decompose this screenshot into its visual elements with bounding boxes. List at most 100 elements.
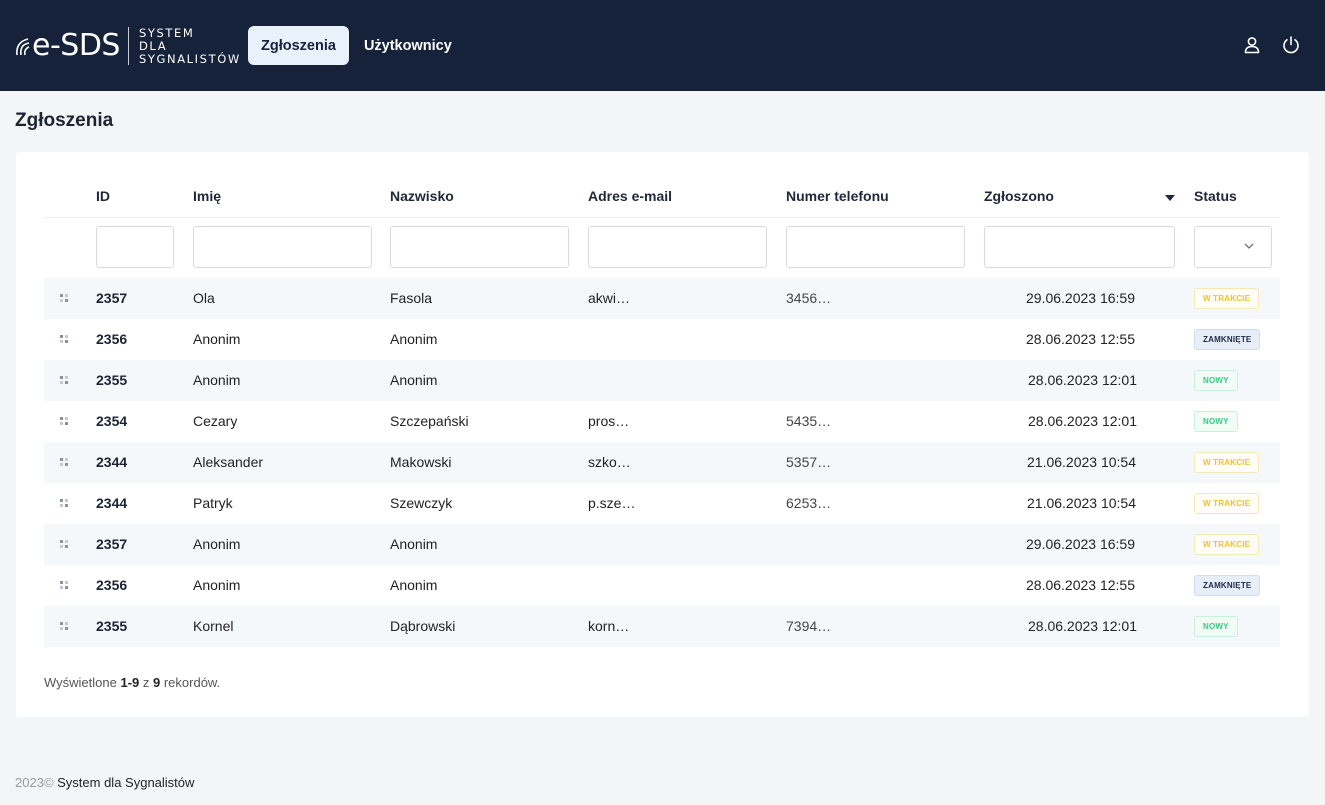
records-mid: z [139, 675, 153, 690]
top-navbar: e-SDS SYSTEM DLA SYGNALISTÓW Zgłoszenia … [0, 0, 1325, 91]
status-badge: W TRAKCIE [1194, 452, 1260, 473]
table-row[interactable]: 2357 Ola Fasola akwi… 3456… 29.06.2023 16:59 W… [44, 278, 1280, 319]
sort-desc-icon[interactable] [1165, 195, 1175, 201]
cell-last-name: Dąbrowski [390, 618, 456, 634]
cell-first-name: Anonim [193, 577, 241, 593]
col-header-first-name[interactable]: Imię [193, 188, 222, 204]
drag-handle-icon[interactable] [60, 294, 70, 304]
cell-first-name: Patryk [193, 495, 233, 511]
col-header-submitted[interactable]: Zgłoszono [984, 188, 1054, 204]
cell-first-name: Anonim [193, 372, 241, 388]
signal-waves-icon [14, 31, 30, 61]
cell-id: 2357 [96, 290, 128, 306]
footer-text: System dla Sygnalistów [57, 775, 195, 790]
status-badge: ZAMKNIĘTE [1194, 329, 1261, 350]
header-divider [44, 217, 1280, 218]
cell-id: 2356 [96, 331, 128, 347]
cell-email: pros… [588, 413, 630, 429]
col-header-phone[interactable]: Numer telefonu [786, 188, 889, 204]
cell-submitted: 29.06.2023 16:59 [1026, 290, 1135, 306]
records-suffix: rekordów. [160, 675, 221, 690]
nav-tab-zgloszenia[interactable]: Zgłoszenia [248, 26, 349, 65]
drag-handle-icon[interactable] [60, 622, 70, 632]
filter-first-name-input[interactable] [193, 226, 372, 268]
cell-email: p.sze… [588, 495, 636, 511]
reports-table-card: ID Imię Nazwisko Adres e-mail Numer tele… [16, 152, 1309, 717]
col-header-last-name[interactable]: Nazwisko [390, 188, 454, 204]
table-row[interactable]: 2355 Anonim Anonim 28.06.2023 12:01 NOWY [44, 360, 1280, 401]
main-nav: Zgłoszenia Użytkownicy [248, 26, 465, 65]
table-row[interactable]: 2344 Patryk Szewczyk p.sze… 6253… 21.06.2023 … [44, 483, 1280, 524]
table-row[interactable]: 2355 Kornel Dąbrowski korn… 7394… 28.06.2023 … [44, 606, 1280, 647]
drag-handle-icon[interactable] [60, 458, 70, 468]
drag-handle-icon[interactable] [60, 540, 70, 550]
logo-sub-line: SYSTEM [138, 25, 195, 40]
cell-id: 2354 [96, 413, 128, 429]
cell-first-name: Anonim [193, 536, 241, 552]
filter-submitted-input[interactable] [984, 226, 1175, 268]
table-row[interactable]: 2354 Cezary Szczepański pros… 5435… 28.06.202… [44, 401, 1280, 442]
cell-first-name: Ola [193, 290, 215, 306]
col-header-status[interactable]: Status [1194, 188, 1237, 204]
drag-handle-icon[interactable] [60, 335, 70, 345]
records-range: 1-9 [120, 675, 140, 690]
cell-id: 2356 [96, 577, 128, 593]
cell-id: 2355 [96, 372, 128, 388]
filter-id-input[interactable] [96, 226, 174, 268]
status-badge: W TRAKCIE [1194, 534, 1260, 555]
records-count: Wyświetlone 1-9 z 9 rekordów. [44, 675, 220, 690]
logo-subtitle: SYSTEM DLA SYGNALISTÓW [138, 25, 241, 66]
cell-last-name: Anonim [390, 331, 438, 347]
cell-submitted: 28.06.2023 12:55 [1026, 577, 1135, 593]
records-prefix: Wyświetlone [44, 675, 121, 690]
cell-first-name: Cezary [193, 413, 238, 429]
nav-tab-uzytkownicy[interactable]: Użytkownicy [363, 37, 452, 54]
cell-last-name: Szczepański [390, 413, 469, 429]
power-icon[interactable] [1281, 35, 1301, 55]
table-row[interactable]: 2357 Anonim Anonim 29.06.2023 16:59 W TRAKCI… [44, 524, 1280, 565]
table-row[interactable]: 2344 Aleksander Makowski szko… 5357… 21.06.20… [44, 442, 1280, 483]
filter-phone-input[interactable] [786, 226, 965, 268]
cell-submitted: 29.06.2023 16:59 [1026, 536, 1135, 552]
table-row[interactable]: 2356 Anonim Anonim 28.06.2023 12:55 ZAMKNIĘT… [44, 319, 1280, 360]
col-header-email[interactable]: Adres e-mail [588, 188, 673, 204]
cell-email: korn… [588, 618, 630, 634]
logo-divider [127, 27, 129, 65]
cell-submitted: 28.06.2023 12:01 [1028, 413, 1137, 429]
logo-sub-line: DLA [138, 38, 168, 53]
cell-last-name: Makowski [390, 454, 452, 470]
page-title: Zgłoszenia [15, 110, 114, 131]
filter-last-name-input[interactable] [390, 226, 569, 268]
table-row[interactable]: 2356 Anonim Anonim 28.06.2023 12:55 ZAMKNIĘT… [44, 565, 1280, 606]
cell-phone: 5357… [786, 454, 832, 470]
cell-phone: 7394… [786, 618, 832, 634]
app-logo[interactable]: e-SDS SYSTEM DLA SYGNALISTÓW [14, 24, 241, 68]
logo-sub-line: SYGNALISTÓW [138, 51, 241, 66]
status-badge: NOWY [1194, 411, 1238, 432]
cell-submitted: 28.06.2023 12:55 [1026, 331, 1135, 347]
status-badge: ZAMKNIĘTE [1194, 575, 1261, 596]
col-header-id[interactable]: ID [96, 188, 110, 204]
cell-first-name: Aleksander [193, 454, 264, 470]
cell-submitted: 21.06.2023 10:54 [1027, 495, 1136, 511]
cell-last-name: Anonim [390, 577, 438, 593]
filter-status-select[interactable] [1194, 226, 1272, 268]
cell-submitted: 28.06.2023 12:01 [1028, 618, 1137, 634]
status-badge: NOWY [1194, 616, 1238, 637]
cell-submitted: 21.06.2023 10:54 [1027, 454, 1136, 470]
user-icon[interactable] [1242, 35, 1262, 55]
drag-handle-icon[interactable] [60, 417, 70, 427]
drag-handle-icon[interactable] [60, 499, 70, 509]
cell-last-name: Anonim [390, 372, 438, 388]
cell-phone: 5435… [786, 413, 832, 429]
status-badge: W TRAKCIE [1194, 493, 1260, 514]
drag-handle-icon[interactable] [60, 376, 70, 386]
footer-year: 2023© [15, 775, 54, 790]
drag-handle-icon[interactable] [60, 581, 70, 591]
cell-first-name: Kornel [193, 618, 234, 634]
cell-id: 2344 [96, 454, 128, 470]
cell-email: szko… [588, 454, 631, 470]
logo-wordmark: e-SDS [32, 28, 120, 63]
filter-email-input[interactable] [588, 226, 767, 268]
chevron-down-icon [1244, 243, 1254, 249]
